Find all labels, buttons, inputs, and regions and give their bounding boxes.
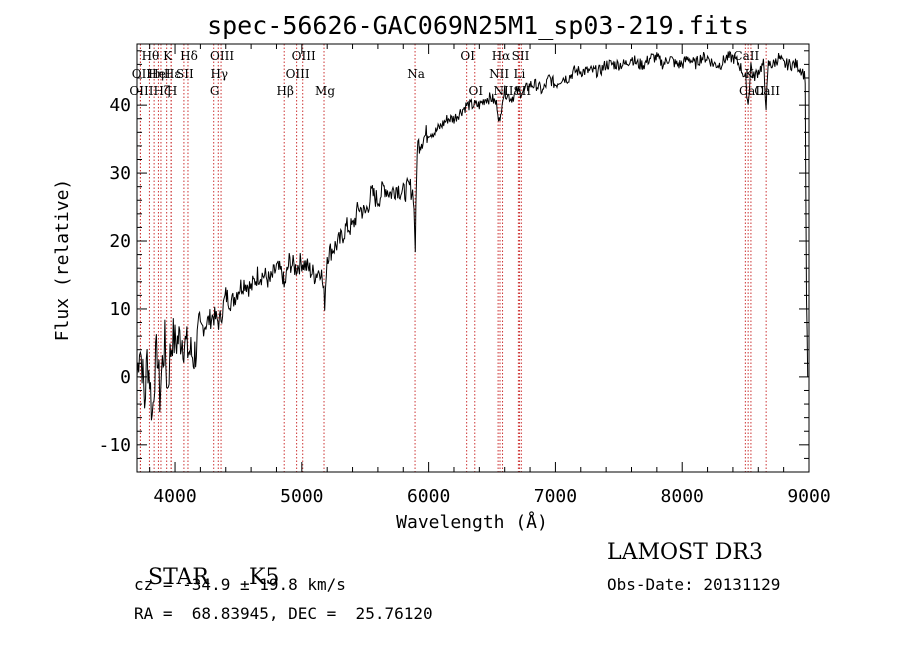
line-marker-label-21: Hα (492, 49, 511, 63)
line-marker-label-7: Hε (164, 67, 181, 81)
x-tick-label-4: 8000 (661, 486, 704, 507)
line-marker-label-15: OIII (292, 49, 316, 63)
flux-series-line (136, 50, 809, 421)
x-tick-label-1: 5000 (280, 486, 323, 507)
coordinates: RA = 68.83945, DEC = 25.76120 (134, 604, 433, 623)
line-marker-label-22: NII (489, 67, 509, 81)
survey-name: LAMOST DR3 (607, 540, 763, 565)
line-marker-label-16: OIII (286, 67, 310, 81)
x-tick-label-5: 9000 (787, 486, 830, 507)
line-marker-label-19: OI (460, 49, 475, 63)
x-axis-label: Wavelength (Å) (396, 511, 548, 533)
y-tick-label-4: 30 (109, 163, 131, 184)
chart-title: spec-56626-GAC069N25M1_sp03-219.fits (207, 11, 749, 40)
line-marker-label-8: H (167, 84, 177, 98)
y-tick-label-5: 40 (109, 95, 131, 116)
line-marker-label-18: Na (407, 67, 425, 81)
line-markers (139, 44, 767, 472)
y-axis-label: Flux (relative) (52, 179, 73, 342)
line-marker-label-13: G (210, 84, 220, 98)
x-tick-label-3: 7000 (534, 486, 577, 507)
line-marker-label-2: Hθ (142, 49, 160, 63)
observation-date: Obs-Date: 20131129 (607, 575, 781, 594)
line-marker-label-30: CaII (754, 84, 780, 98)
line-marker-label-4: Hζ (153, 84, 170, 98)
plot-frame (136, 43, 810, 473)
line-marker-label-27: CaII (733, 49, 759, 63)
line-marker-label-5: K (163, 49, 173, 63)
line-marker-label-20: OI (468, 84, 483, 98)
class-text: STAR (148, 565, 209, 590)
line-marker-label-29: CaII (739, 84, 765, 98)
x-tick-label-2: 6000 (407, 486, 450, 507)
y-tick-label-3: 20 (109, 231, 131, 252)
line-marker-label-3: Hη (146, 67, 164, 81)
redshift-info: cz = -34.9 ± 19.8 km/s (134, 575, 346, 594)
line-marker-label-11: OIII (210, 49, 234, 63)
y-tick-label-1: 0 (120, 367, 131, 388)
line-marker-label-28: K (745, 67, 755, 81)
object-class: STAR K5 (134, 540, 279, 590)
line-marker-label-6: HeI (148, 67, 171, 81)
x-tick-label-0: 4000 (153, 486, 196, 507)
line-marker-label-14: Hβ (277, 84, 294, 98)
line-marker-label-10: SII (176, 67, 194, 81)
y-axis: -10 0 10 20 30 40 (98, 50, 809, 459)
line-marker-label-1: OIII (129, 84, 153, 98)
line-marker-label-24: SII (512, 49, 530, 63)
y-tick-label-2: 10 (109, 299, 131, 320)
line-marker-label-17: Mg (315, 84, 335, 98)
subclass-text: K5 (249, 565, 280, 590)
x-axis: 4000 5000 6000 7000 8000 9000 (149, 44, 831, 507)
line-marker-label-9: Hδ (180, 49, 198, 63)
y-tick-label-0: -10 (98, 435, 131, 456)
line-marker-label-25: Li (513, 67, 525, 81)
line-marker-label-12: Hγ (210, 67, 228, 81)
